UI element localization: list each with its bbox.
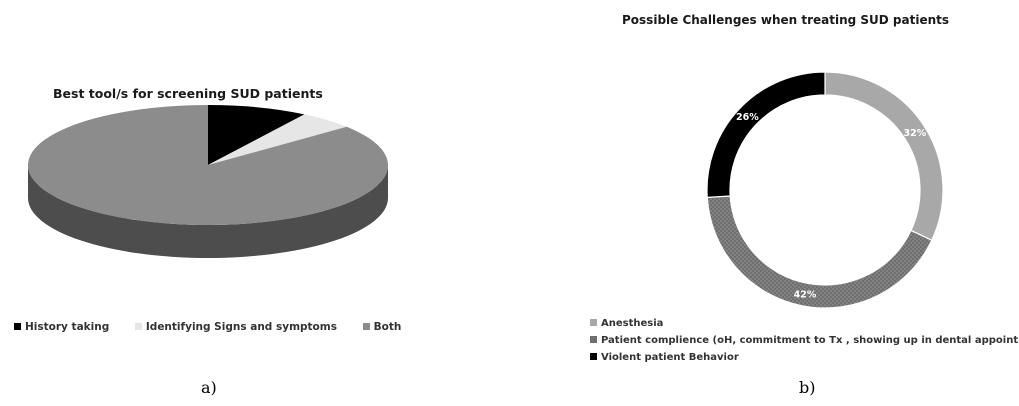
legend-label-patient-complience: Patient complience (oH, commitment to Tx… xyxy=(601,335,1019,346)
caption-b: b) xyxy=(799,378,816,397)
legend-item-history-taking: History taking xyxy=(14,321,109,333)
caption-a: a) xyxy=(201,378,217,397)
pie-chart-a xyxy=(27,105,388,258)
legend-item-violent-behavior: Violent patient Behavior xyxy=(590,349,1019,366)
pie-chart-panel-a: Best tool/s for screening SUD patients H… xyxy=(0,0,470,406)
legend-item-patient-complience: Patient complience (oH, commitment to Tx… xyxy=(590,332,1019,349)
legend-label-both: Both xyxy=(373,321,402,333)
legend-swatch-violent-behavior xyxy=(590,353,597,360)
donut-label-violent-patient-behavior: 26% xyxy=(736,112,759,123)
legend-swatch-history-taking xyxy=(14,323,21,330)
legend-swatch-both xyxy=(362,323,370,330)
legend-label-violent-behavior: Violent patient Behavior xyxy=(601,352,739,363)
legend-item-anesthesia: Anesthesia xyxy=(590,315,1019,332)
donut-chart-b: 32% 42% 26% xyxy=(706,71,944,309)
legend-item-both: Both xyxy=(362,321,402,333)
pie-slice-both xyxy=(27,105,388,225)
donut-slice-violent-patient-behavior xyxy=(706,71,826,199)
legend-a: History taking Identifying Signs and sym… xyxy=(14,321,423,333)
legend-swatch-anesthesia xyxy=(590,319,597,326)
legend-label-signs-symptoms: Identifying Signs and symptoms xyxy=(145,321,337,333)
legend-item-signs-symptoms: Identifying Signs and symptoms xyxy=(134,321,337,333)
chart-title-b: Possible Challenges when treating SUD pa… xyxy=(622,13,950,27)
donut-slice-anesthesia xyxy=(824,71,944,242)
chart-title-a: Best tool/s for screening SUD patients xyxy=(53,86,323,101)
donut-label-anesthesia: 32% xyxy=(904,128,927,139)
pie-slice-history-taking xyxy=(208,105,305,165)
donut-slice-patient-complience-oh-commit xyxy=(706,195,933,309)
pie-side-both xyxy=(28,165,388,258)
pie-slice-identifying-signs-and-sympto xyxy=(208,114,347,165)
legend-swatch-patient-complience xyxy=(590,336,597,343)
legend-b: Anesthesia Patient complience (oH, commi… xyxy=(590,315,1019,366)
donut-chart-panel-b: Possible Challenges when treating SUD pa… xyxy=(580,0,1019,406)
legend-label-history-taking: History taking xyxy=(25,321,110,333)
donut-label-patient-complience-oh-commit: 42% xyxy=(794,290,817,301)
legend-label-anesthesia: Anesthesia xyxy=(601,318,664,329)
legend-swatch-signs-symptoms xyxy=(134,323,142,330)
